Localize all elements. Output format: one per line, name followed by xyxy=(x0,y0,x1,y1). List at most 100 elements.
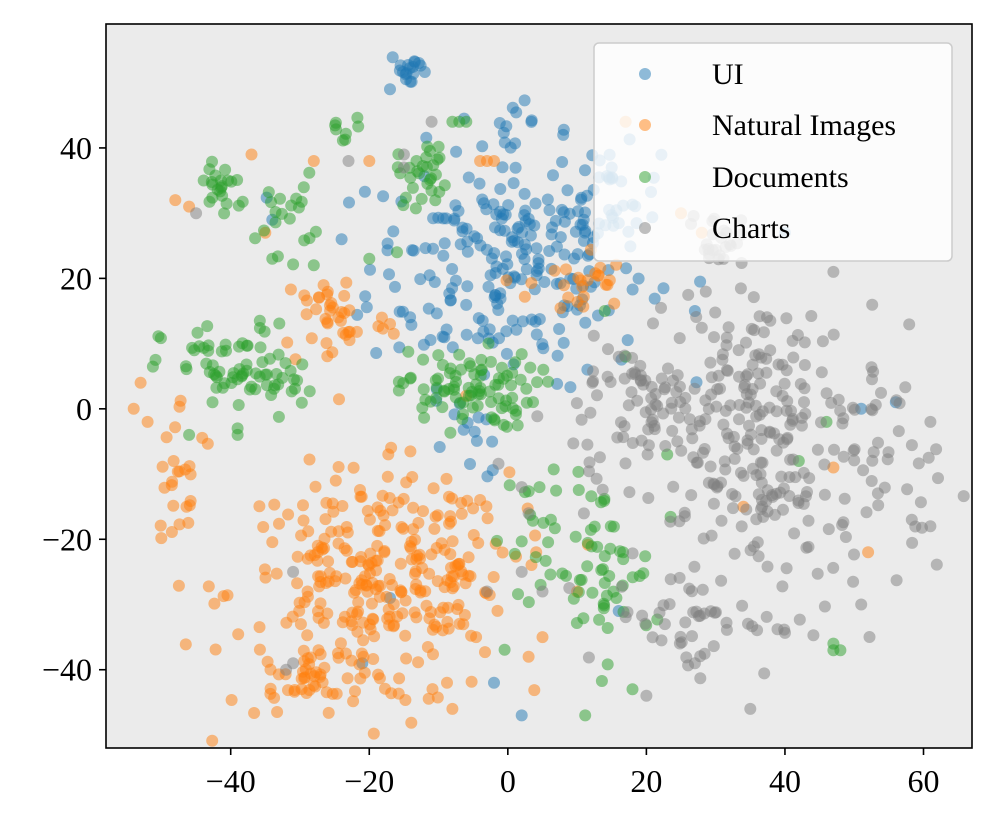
point-ui xyxy=(488,676,500,689)
point-ui xyxy=(532,253,545,266)
point-ui xyxy=(558,215,571,228)
point-charts xyxy=(747,291,760,304)
point-documents xyxy=(201,320,214,333)
point-documents xyxy=(431,153,444,166)
point-charts xyxy=(734,282,747,295)
point-charts xyxy=(755,493,768,506)
point-documents xyxy=(604,520,617,533)
point-documents xyxy=(443,367,456,380)
point-charts xyxy=(648,419,661,432)
point-documents xyxy=(527,396,539,409)
point-charts xyxy=(758,667,771,680)
point-documents xyxy=(598,492,611,505)
point-ui xyxy=(530,242,543,255)
point-charts xyxy=(481,585,493,598)
point-charts xyxy=(728,452,741,465)
point-documents xyxy=(417,383,430,396)
point-documents xyxy=(581,536,594,549)
x-tick-label: 20 xyxy=(630,763,662,799)
point-charts xyxy=(922,451,935,464)
point-ui xyxy=(492,304,505,316)
point-natural-images xyxy=(312,291,325,304)
point-documents xyxy=(508,547,521,560)
point-charts xyxy=(863,631,876,643)
point-ui xyxy=(387,225,400,238)
point-documents xyxy=(610,592,623,604)
point-documents xyxy=(491,534,503,547)
point-documents xyxy=(506,366,519,379)
point-natural-images xyxy=(355,647,368,660)
point-ui xyxy=(335,233,348,246)
point-ui xyxy=(450,145,463,158)
point-charts xyxy=(642,439,655,452)
point-documents xyxy=(146,360,159,373)
point-charts xyxy=(641,448,654,461)
point-natural-images xyxy=(572,271,585,284)
legend-label-charts: Charts xyxy=(712,212,790,245)
point-natural-images xyxy=(429,510,442,523)
point-charts xyxy=(693,415,706,428)
point-charts xyxy=(832,393,845,406)
point-natural-images xyxy=(284,283,297,296)
point-charts xyxy=(733,413,745,426)
point-documents xyxy=(626,571,639,584)
point-documents xyxy=(297,181,310,194)
point-documents xyxy=(492,392,505,405)
point-charts xyxy=(860,506,873,519)
point-natural-images xyxy=(393,672,406,685)
point-charts xyxy=(575,413,588,426)
point-natural-images xyxy=(333,393,345,406)
point-natural-images xyxy=(339,647,352,660)
point-ui xyxy=(574,218,587,231)
point-charts xyxy=(740,401,753,414)
point-ui xyxy=(525,114,538,127)
point-natural-images xyxy=(253,621,266,634)
point-natural-images xyxy=(167,499,180,512)
point-documents xyxy=(392,375,405,388)
point-documents xyxy=(420,161,433,173)
point-documents xyxy=(510,404,523,417)
point-charts xyxy=(626,547,639,560)
point-natural-images xyxy=(360,579,373,592)
point-natural-images xyxy=(455,507,468,520)
point-ui xyxy=(449,199,462,212)
point-natural-images xyxy=(308,670,321,683)
point-natural-images xyxy=(273,517,285,530)
point-natural-images xyxy=(528,684,541,697)
point-documents xyxy=(509,356,522,369)
point-natural-images xyxy=(374,504,387,517)
point-natural-images xyxy=(577,300,590,313)
point-charts xyxy=(750,513,763,526)
point-natural-images xyxy=(370,554,383,567)
point-charts xyxy=(721,364,734,377)
point-natural-images xyxy=(522,650,535,663)
point-charts xyxy=(763,401,776,414)
point-natural-images xyxy=(452,598,465,611)
point-ui xyxy=(457,423,470,436)
point-ui xyxy=(626,283,639,296)
point-charts xyxy=(774,486,787,499)
point-natural-images xyxy=(407,523,420,536)
point-charts xyxy=(746,358,759,371)
point-natural-images xyxy=(305,332,318,345)
point-charts xyxy=(761,560,774,573)
point-documents xyxy=(309,225,322,238)
point-natural-images xyxy=(608,297,621,310)
point-natural-images xyxy=(314,597,327,610)
point-ui xyxy=(483,323,496,336)
point-charts xyxy=(802,514,815,527)
point-natural-images xyxy=(536,631,549,644)
point-natural-images xyxy=(446,535,459,548)
point-natural-images xyxy=(301,585,314,598)
point-ui xyxy=(438,237,451,250)
point-charts xyxy=(708,331,720,344)
point-natural-images xyxy=(313,580,326,593)
point-documents xyxy=(210,381,223,394)
point-charts xyxy=(930,443,943,456)
point-documents xyxy=(520,382,533,395)
point-documents xyxy=(262,186,275,199)
point-ui xyxy=(506,101,519,114)
point-documents xyxy=(637,567,650,580)
point-natural-images xyxy=(361,504,374,517)
point-natural-images xyxy=(201,437,214,450)
